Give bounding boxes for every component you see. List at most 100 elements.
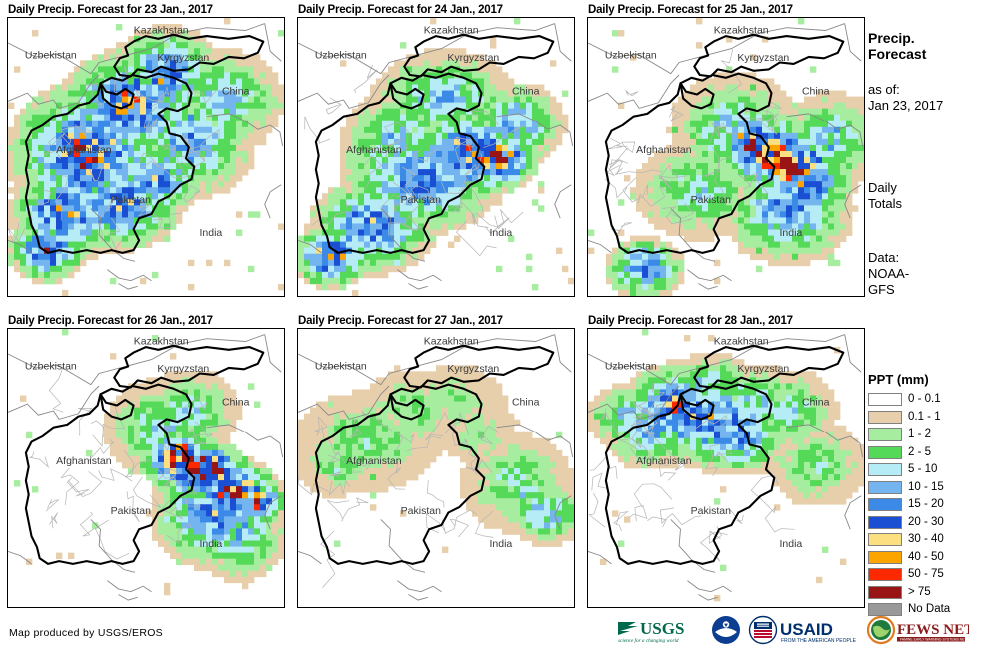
map-frame[interactable]: Kazakhstan Kyrgyzstan Uzbekistan China Afgha… [7,328,285,608]
svg-text:China: China [222,397,250,409]
legend-label: 30 - 40 [908,533,944,546]
svg-text:Uzbekistan: Uzbekistan [25,49,77,61]
legend-swatch [868,585,902,599]
panel-title: Daily Precip. Forecast for 26 Jan., 2017 [8,315,213,327]
sidebar-title-line1: Precip. [868,30,915,46]
legend-label: 0.1 - 1 [908,410,941,423]
legend-item: 15 - 20 [868,496,983,514]
panel-23-jan: Daily Precip. Forecast for 23 Jan., 2017… [7,3,285,297]
svg-text:China: China [802,86,830,98]
legend: PPT (mm) 0 - 0.1 0.1 - 1 1 - 2 2 - 5 5 - 10 1… [868,372,983,619]
map-frame[interactable]: Kazakhstan Kyrgyzstan Uzbekistan China Afgha… [587,328,865,608]
asof-label: as of: [868,82,900,97]
legend-label: 40 - 50 [908,550,944,563]
svg-text:Kazakhstan: Kazakhstan [424,24,479,36]
legend-label: 0 - 0.1 [908,393,941,406]
map-credit: Map produced by USGS/EROS [9,627,163,639]
svg-text:Uzbekistan: Uzbekistan [25,360,77,372]
legend-swatch [868,568,902,582]
legend-item: 0 - 0.1 [868,391,983,409]
data-source-line1: NOAA- [868,266,910,281]
legend-item: 5 - 10 [868,461,983,479]
legend-item: > 75 [868,584,983,602]
legend-label: 10 - 15 [908,480,944,493]
map-canvas: Kazakhstan Kyrgyzstan Uzbekistan China Afgha… [298,18,574,296]
legend-swatch [868,410,902,424]
legend-swatch [868,550,902,564]
legend-label: 1 - 2 [908,428,932,441]
legend-swatch [868,463,902,477]
svg-text:Uzbekistan: Uzbekistan [605,49,657,61]
svg-text:China: China [222,86,250,98]
svg-text:Kazakhstan: Kazakhstan [134,24,189,36]
totals-line1: Daily [868,180,897,195]
svg-text:Kyrgyzstan: Kyrgyzstan [157,52,209,64]
svg-text:Kyrgyzstan: Kyrgyzstan [157,363,209,375]
svg-text:Uzbekistan: Uzbekistan [315,49,367,61]
legend-item: 0.1 - 1 [868,409,983,427]
map-canvas: Kazakhstan Kyrgyzstan Uzbekistan China Afgha… [8,329,284,607]
asof-date: Jan 23, 2017 [868,98,944,113]
legend-item: 20 - 30 [868,514,983,532]
legend-title: PPT (mm) [868,372,929,387]
legend-items: 0 - 0.1 0.1 - 1 1 - 2 2 - 5 5 - 10 10 - 15 15 … [868,391,983,619]
panel-title: Daily Precip. Forecast for 23 Jan., 2017 [8,4,213,16]
map-frame[interactable]: Kazakhstan Kyrgyzstan Uzbekistan China Afgha… [297,17,575,297]
svg-text:Afghanistan: Afghanistan [56,144,112,156]
totals-line2: Totals [868,196,902,211]
data-label: Data: [868,250,900,265]
svg-text:India: India [490,227,513,239]
legend-label: 50 - 75 [908,568,944,581]
svg-text:Pakistan: Pakistan [111,505,151,517]
panel-title: Daily Precip. Forecast for 28 Jan., 2017 [588,315,793,327]
svg-text:Afghanistan: Afghanistan [346,144,402,156]
svg-text:Pakistan: Pakistan [691,194,731,206]
svg-text:Afghanistan: Afghanistan [56,455,112,467]
legend-swatch [868,445,902,459]
map-canvas: Kazakhstan Kyrgyzstan Uzbekistan China Afgha… [588,18,864,296]
legend-item: 30 - 40 [868,531,983,549]
map-frame[interactable]: Kazakhstan Kyrgyzstan Uzbekistan China Afgha… [7,17,285,297]
svg-text:China: China [512,86,540,98]
svg-text:Pakistan: Pakistan [111,194,151,206]
usgs-logo: USGS science for a changing world [618,619,684,644]
svg-text:Kyrgyzstan: Kyrgyzstan [737,52,789,64]
svg-text:India: India [780,227,803,239]
svg-text:Kazakhstan: Kazakhstan [714,24,769,36]
legend-swatch [868,393,902,407]
legend-label: No Data [908,603,951,616]
legend-item: 50 - 75 [868,566,983,584]
map-frame[interactable]: Kazakhstan Kyrgyzstan Uzbekistan China Afgha… [297,328,575,608]
legend-swatch [868,428,902,442]
legend-swatch [868,498,902,512]
legend-swatch [868,515,902,529]
usaid-logo: USAID FROM THE AMERICAN PEOPLE [748,615,857,645]
legend-label: 15 - 20 [908,498,944,511]
svg-text:India: India [200,227,223,239]
legend-swatch [868,480,902,494]
map-canvas: Kazakhstan Kyrgyzstan Uzbekistan China Afgha… [8,18,284,296]
legend-item: No Data [868,601,983,619]
svg-text:Kyrgyzstan: Kyrgyzstan [447,52,499,64]
legend-label: 2 - 5 [908,445,932,458]
legend-item: 40 - 50 [868,549,983,567]
map-canvas: KazakhstanKyrgyzstanUzbekistanChinaAfgha… [588,329,864,607]
map-canvas: KazakhstanKyrgyzstanUzbekistanChinaAfgha… [298,329,574,607]
fewsnet-logo: FEWS NET FAMINE EARLY WARNING SYSTEMS NE… [867,615,969,645]
panel-title: Daily Precip. Forecast for 24 Jan., 2017 [298,4,503,16]
noaa-logo [712,616,740,644]
panel-25-jan: Daily Precip. Forecast for 25 Jan., 2017… [587,3,865,297]
sidebar: Precip. Forecast as of: Jan 23, 2017 Dai… [868,0,983,620]
svg-text:Kazakhstan: Kazakhstan [134,335,189,347]
panel-title: Daily Precip. Forecast for 27 Jan., 2017 [298,315,503,327]
legend-item: 2 - 5 [868,444,983,462]
svg-text:Afghanistan: Afghanistan [636,144,692,156]
legend-swatch [868,603,902,617]
panel-28-jan: Daily Precip. Forecast for 28 Jan., 2017… [587,314,865,608]
map-frame[interactable]: Kazakhstan Kyrgyzstan Uzbekistan China Afgha… [587,17,865,297]
data-source-line2: GFS [868,282,895,297]
svg-text:Pakistan: Pakistan [401,194,441,206]
legend-item: 1 - 2 [868,426,983,444]
panel-title: Daily Precip. Forecast for 25 Jan., 2017 [588,4,793,16]
